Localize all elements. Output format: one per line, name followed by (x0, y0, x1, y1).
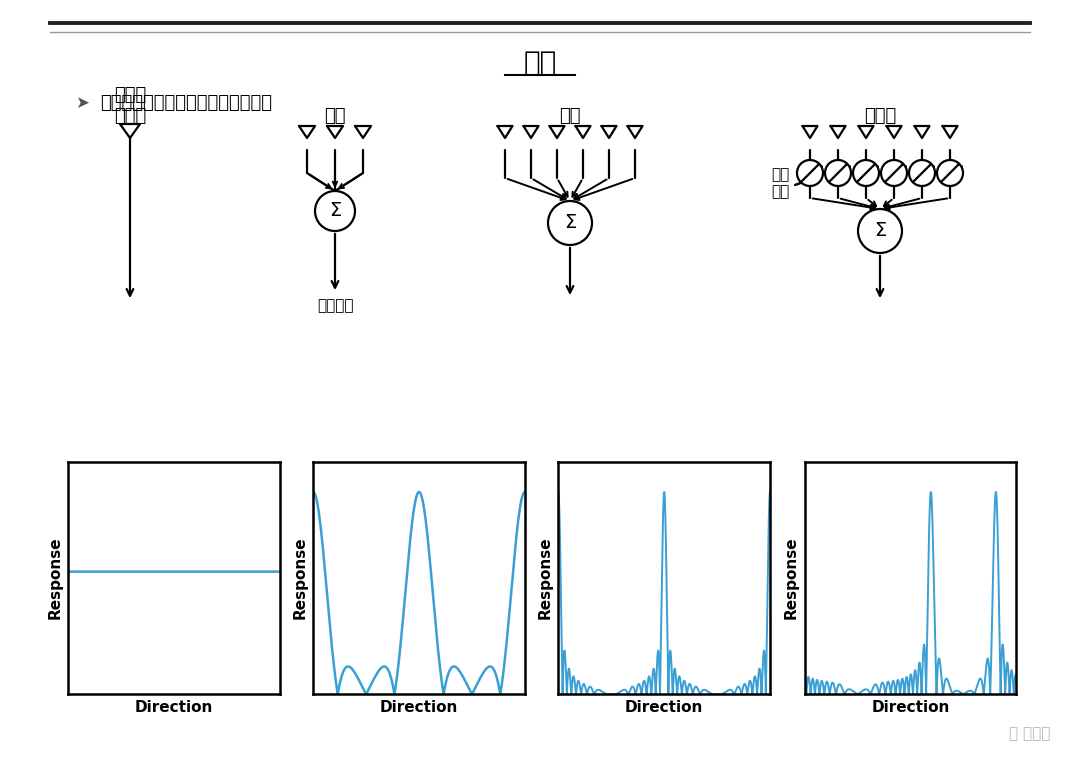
Y-axis label: Response: Response (784, 536, 799, 620)
Text: 多个组合: 多个组合 (316, 298, 353, 313)
Text: 相控阵: 相控阵 (864, 107, 896, 125)
Circle shape (797, 160, 823, 186)
Text: 阵列: 阵列 (524, 49, 556, 77)
Text: 各向同
性元素: 各向同 性元素 (113, 86, 146, 125)
Text: Σ: Σ (874, 221, 886, 240)
Y-axis label: Response: Response (48, 536, 63, 620)
Text: 相位
转换: 相位 转换 (771, 167, 789, 199)
Text: ➤: ➤ (75, 94, 89, 112)
Text: 多天线结合能够提高辐射和塑性模式: 多天线结合能够提高辐射和塑性模式 (100, 94, 272, 112)
Circle shape (825, 160, 851, 186)
Text: Σ: Σ (564, 214, 576, 233)
X-axis label: Direction: Direction (135, 700, 213, 715)
Circle shape (937, 160, 963, 186)
Text: 阵列: 阵列 (559, 107, 581, 125)
Text: 阵列: 阵列 (324, 107, 346, 125)
X-axis label: Direction: Direction (625, 700, 703, 715)
Circle shape (548, 201, 592, 245)
Circle shape (909, 160, 935, 186)
X-axis label: Direction: Direction (380, 700, 458, 715)
Circle shape (858, 209, 902, 253)
Text: 🐾 相控阵: 🐾 相控阵 (1009, 726, 1050, 741)
Circle shape (881, 160, 907, 186)
X-axis label: Direction: Direction (872, 700, 949, 715)
Circle shape (853, 160, 879, 186)
Y-axis label: Response: Response (538, 536, 553, 620)
Circle shape (315, 191, 355, 231)
Y-axis label: Response: Response (293, 536, 308, 620)
Text: Σ: Σ (329, 201, 341, 221)
